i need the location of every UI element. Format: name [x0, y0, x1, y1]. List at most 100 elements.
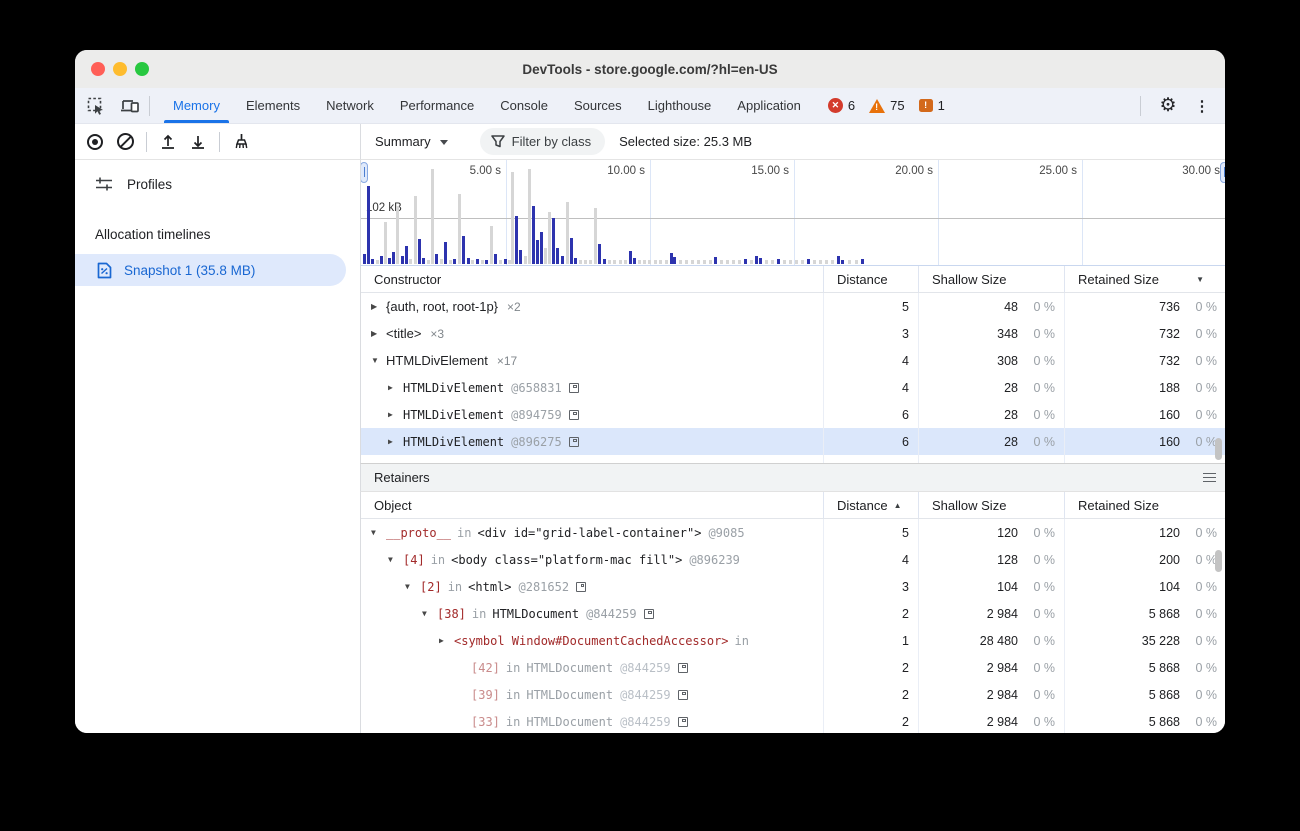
retainer-row[interactable]: ▶ <symbol Window#DocumentCachedAccessor> i…	[361, 627, 1225, 654]
object-id: @658831	[511, 380, 562, 395]
constructor-row[interactable]: ▼ HTMLDivElement ×17 4 308 0 % 732 0 %	[361, 347, 1225, 374]
expand-arrow-icon[interactable]: ▶	[371, 302, 378, 311]
instance-count: ×2	[507, 299, 521, 314]
expand-arrow-icon[interactable]: ▶	[388, 410, 393, 419]
collapse-arrow-icon[interactable]: ▼	[371, 528, 376, 537]
retainer-row[interactable]: ▼ [38] in HTMLDocument @844259 2 2 984 0 % 5 868…	[361, 600, 1225, 627]
cell-retained: 732 0 %	[1064, 320, 1225, 347]
record-icon[interactable]	[83, 130, 107, 154]
clear-icon[interactable]	[113, 130, 137, 154]
reveal-element-icon[interactable]	[568, 409, 579, 420]
collapse-arrow-icon[interactable]: ▼	[422, 609, 427, 618]
download-icon[interactable]	[186, 130, 210, 154]
broom-icon[interactable]	[229, 130, 253, 154]
cell-value: 5 868	[1148, 606, 1180, 621]
cell-value: 4	[902, 380, 909, 395]
timeline-bar	[584, 260, 587, 264]
in-keyword: in	[505, 660, 521, 675]
minimize-window-button[interactable]	[113, 62, 127, 76]
column-header-shallow-size[interactable]: Shallow Size	[918, 492, 1064, 518]
snapshot-label: Snapshot 1 (35.8 MB)	[124, 262, 256, 278]
tab-application[interactable]: Application	[737, 98, 801, 113]
timeline-bar	[376, 260, 379, 264]
tab-sources[interactable]: Sources	[573, 98, 622, 113]
cell-percent: 0 %	[1033, 687, 1055, 702]
reveal-element-icon[interactable]	[677, 716, 688, 727]
gear-icon[interactable]: ⚙	[1159, 95, 1177, 116]
device-toolbar-icon[interactable]	[117, 93, 143, 119]
perspective-select[interactable]: Summary	[375, 134, 448, 149]
reveal-element-icon[interactable]	[576, 581, 587, 592]
hamburger-menu-icon[interactable]	[1203, 472, 1216, 483]
retainer-edge-name: [2]	[420, 579, 442, 594]
timeline-bar	[629, 251, 632, 264]
reveal-element-icon[interactable]	[677, 662, 688, 673]
constructor-row[interactable]: ▶HTMLDivElement	[361, 455, 1225, 463]
expand-arrow-icon[interactable]: ▶	[439, 636, 444, 645]
warnings-count: 75	[890, 98, 905, 113]
column-header-distance[interactable]: Distance	[823, 266, 918, 292]
column-header-constructor[interactable]: Constructor	[361, 266, 823, 292]
upload-icon[interactable]	[156, 130, 180, 154]
column-header-retained-size[interactable]: Retained Size	[1064, 492, 1225, 518]
sidebar-item-snapshot-1[interactable]: Snapshot 1 (35.8 MB)	[75, 254, 346, 286]
tab-performance[interactable]: Performance	[399, 98, 475, 113]
constructor-row[interactable]: ▶ HTMLDivElement @894759 6 28 0 % 160 0 %	[361, 401, 1225, 428]
collapse-arrow-icon[interactable]: ▼	[388, 555, 393, 564]
close-window-button[interactable]	[91, 62, 105, 76]
tab-console[interactable]: Console	[500, 98, 548, 113]
constructor-row[interactable]: ▶ HTMLDivElement @896275 6 28 0 % 160 0 %	[361, 428, 1225, 455]
tab-network[interactable]: Network	[326, 98, 374, 113]
retainer-row[interactable]: [42] in HTMLDocument @844259 2 2 984 0 % 5 868 0…	[361, 654, 1225, 681]
reveal-element-icon[interactable]	[568, 436, 579, 447]
cell-percent: 0 %	[1195, 525, 1217, 540]
warnings-badge[interactable]: ! 75	[869, 98, 905, 113]
issues-badge[interactable]: ! 1	[918, 98, 945, 113]
expand-arrow-icon[interactable]: ▶	[388, 437, 393, 446]
inspect-icon[interactable]	[83, 93, 109, 119]
timeline-bar	[720, 260, 723, 264]
retainer-row[interactable]: [33] in HTMLDocument @844259 2 2 984 0 % 5 868 0…	[361, 708, 1225, 733]
timeline-right-handle[interactable]	[1220, 162, 1225, 183]
constructor-grid: Constructor Distance Shallow Size Retained …	[360, 266, 1225, 463]
cell-percent: 0 %	[1033, 525, 1055, 540]
kebab-menu-icon[interactable]: ⋮	[1194, 97, 1210, 115]
timeline-bar	[619, 260, 622, 264]
retainer-row[interactable]: ▼ [2] in <html> @281652 3 104 0 % 104 0 %	[361, 573, 1225, 600]
constructor-row[interactable]: ▶ HTMLDivElement @658831 4 28 0 % 188 0 %	[361, 374, 1225, 401]
constructor-scrollbar[interactable]	[1215, 438, 1222, 460]
errors-badge[interactable]: ✕ 6	[827, 98, 855, 113]
retainer-row[interactable]: ▼ __proto__ in <div id="grid-label-containe…	[361, 519, 1225, 546]
tab-memory[interactable]: Memory	[160, 88, 233, 123]
reveal-element-icon[interactable]	[677, 689, 688, 700]
retainers-scrollbar[interactable]	[1215, 550, 1222, 572]
column-header-distance[interactable]: Distance ▲	[823, 492, 918, 518]
allocation-timeline-overview[interactable]: 5.00 s 10.00 s 15.00 s 20.00 s 25.00 s 30.00 …	[360, 160, 1225, 266]
tab-lighthouse[interactable]: Lighthouse	[647, 98, 712, 113]
cell-percent: 0 %	[1195, 434, 1217, 449]
retainer-row[interactable]: [39] in HTMLDocument @844259 2 2 984 0 % 5 868 0…	[361, 681, 1225, 708]
retainer-edge-name: <symbol Window#DocumentCachedAccessor>	[454, 633, 729, 648]
reveal-element-icon[interactable]	[643, 608, 654, 619]
reveal-element-icon[interactable]	[568, 382, 579, 393]
cell-value: 120	[1159, 525, 1180, 540]
retainer-row[interactable]: ▼ [4] in <body class="platform-mac fill"> @8…	[361, 546, 1225, 573]
cell-value: 5	[902, 299, 909, 314]
constructor-row[interactable]: ▶ {auth, root, root-1p} ×2 5 48 0 % 736 0 %	[361, 293, 1225, 320]
column-header-retained-size[interactable]: Retained Size ▼	[1064, 266, 1225, 292]
class-filter-input[interactable]: Filter by class	[479, 128, 606, 155]
collapse-arrow-icon[interactable]: ▼	[371, 356, 379, 365]
tab-elements[interactable]: Elements	[245, 98, 301, 113]
column-header-shallow-size[interactable]: Shallow Size	[918, 266, 1064, 292]
maximize-window-button[interactable]	[135, 62, 149, 76]
collapse-arrow-icon[interactable]: ▼	[405, 582, 410, 591]
expand-arrow-icon[interactable]: ▶	[388, 383, 393, 392]
constructor-row[interactable]: ▶ <title> ×3 3 348 0 % 732 0 %	[361, 320, 1225, 347]
timeline-bar	[691, 260, 694, 264]
timeline-bar	[801, 260, 804, 264]
column-header-object[interactable]: Object	[361, 492, 823, 518]
profiles-header[interactable]: Profiles	[75, 169, 360, 199]
timeline-left-handle[interactable]	[361, 162, 368, 183]
cell-retained: 104 0 %	[1064, 573, 1225, 600]
expand-arrow-icon[interactable]: ▶	[371, 329, 378, 338]
